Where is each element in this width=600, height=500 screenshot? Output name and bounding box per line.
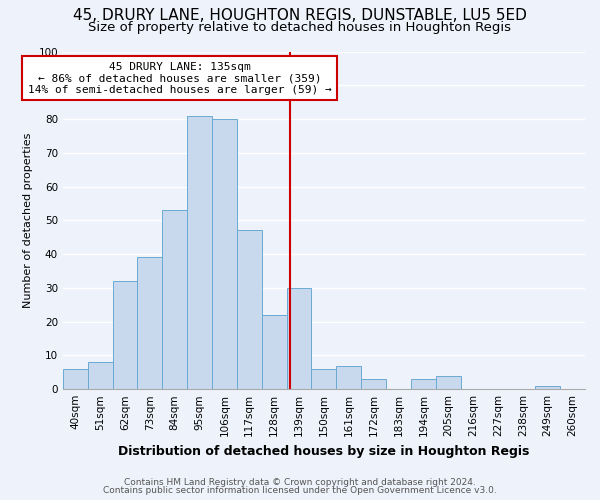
Text: Contains HM Land Registry data © Crown copyright and database right 2024.: Contains HM Land Registry data © Crown c… xyxy=(124,478,476,487)
Bar xyxy=(63,369,88,389)
Bar xyxy=(113,281,137,389)
Bar xyxy=(337,366,361,389)
Y-axis label: Number of detached properties: Number of detached properties xyxy=(23,132,33,308)
Bar xyxy=(311,369,337,389)
Bar xyxy=(137,258,162,389)
Text: Contains public sector information licensed under the Open Government Licence v3: Contains public sector information licen… xyxy=(103,486,497,495)
Bar xyxy=(411,379,436,389)
Bar xyxy=(88,362,113,389)
X-axis label: Distribution of detached houses by size in Houghton Regis: Distribution of detached houses by size … xyxy=(118,444,530,458)
Bar xyxy=(237,230,262,389)
Bar xyxy=(262,315,287,389)
Bar xyxy=(535,386,560,389)
Text: 45, DRURY LANE, HOUGHTON REGIS, DUNSTABLE, LU5 5ED: 45, DRURY LANE, HOUGHTON REGIS, DUNSTABL… xyxy=(73,8,527,22)
Bar xyxy=(162,210,187,389)
Bar xyxy=(212,119,237,389)
Bar xyxy=(436,376,461,389)
Text: Size of property relative to detached houses in Houghton Regis: Size of property relative to detached ho… xyxy=(89,21,511,34)
Bar xyxy=(361,379,386,389)
Bar xyxy=(287,288,311,389)
Bar xyxy=(187,116,212,389)
Text: 45 DRURY LANE: 135sqm
← 86% of detached houses are smaller (359)
14% of semi-det: 45 DRURY LANE: 135sqm ← 86% of detached … xyxy=(28,62,332,95)
